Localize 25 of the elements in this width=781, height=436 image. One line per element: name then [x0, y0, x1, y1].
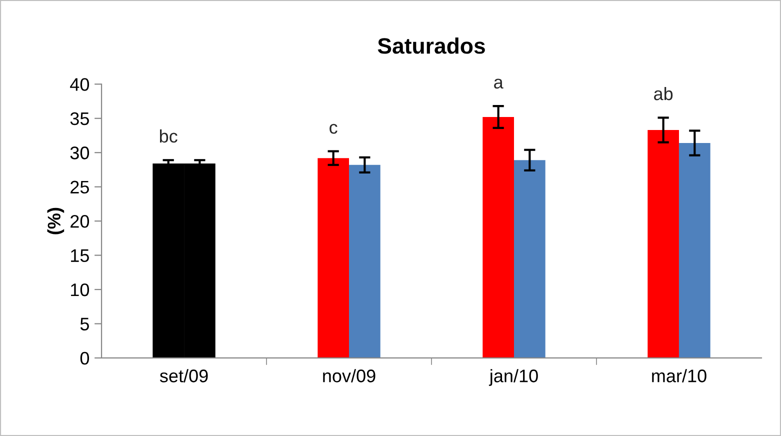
bar [318, 158, 350, 358]
y-tick-label: 15 [71, 249, 89, 262]
y-axis-title: (%) [47, 208, 64, 234]
x-tick-label: nov/09 [323, 369, 376, 382]
x-tick-label: mar/10 [652, 369, 706, 382]
bar [349, 164, 380, 358]
y-tick-label: 40 [70, 78, 90, 91]
annotation: a [494, 78, 504, 89]
annotation: ab [654, 86, 673, 100]
bar [648, 130, 679, 358]
y-tick-label: 5 [80, 318, 89, 330]
x-tick-label: set/09 [160, 369, 208, 382]
y-tick-label: 30 [70, 146, 90, 160]
y-tick-label: 35 [70, 112, 89, 126]
y-tick-label: 25 [70, 180, 89, 194]
y-tick-label: 20 [70, 214, 90, 228]
bar [482, 117, 514, 358]
bar [678, 143, 710, 358]
x-tick-label: jan/10 [488, 369, 538, 386]
y-tick-label: 0 [80, 352, 90, 365]
annotation: bc [160, 129, 178, 143]
annotation: c [330, 124, 338, 134]
chart-title: Saturados [378, 37, 485, 54]
bar [514, 160, 546, 358]
y-tick-label: 10 [71, 283, 90, 296]
